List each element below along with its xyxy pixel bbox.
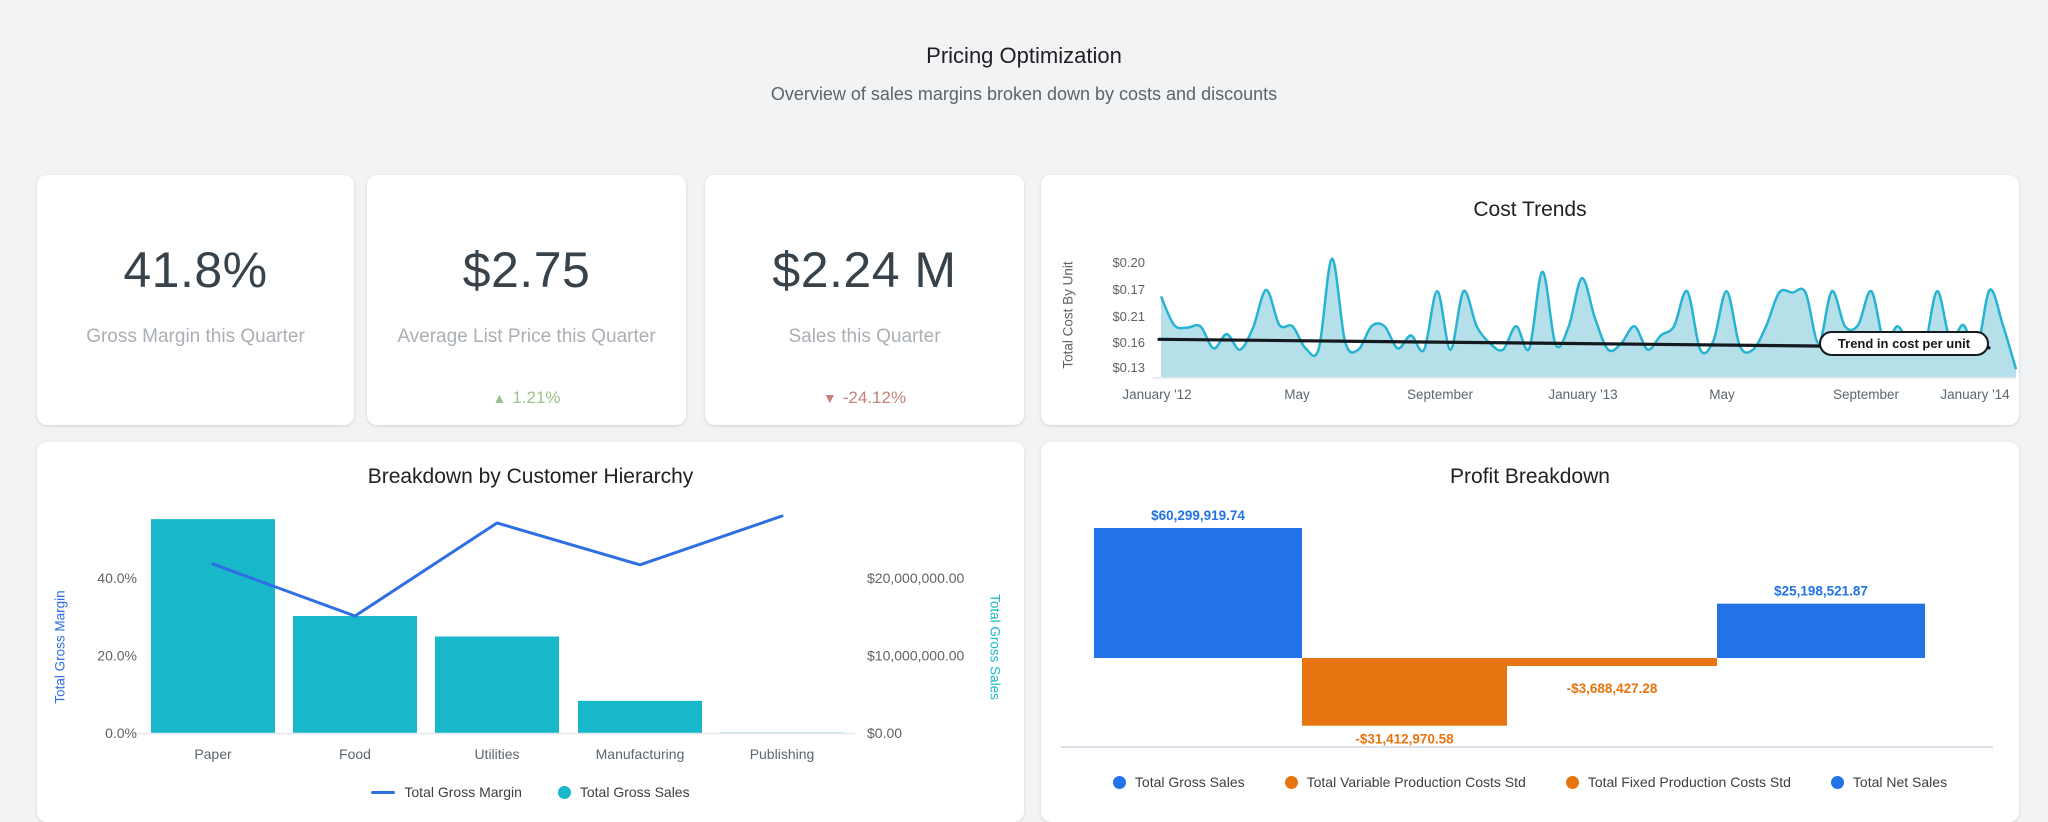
x-tick-label: May <box>1284 387 1310 402</box>
legend-item-total-gross-sales[interactable]: Total Gross Sales <box>1112 774 1245 790</box>
y-tick-label: $0.17 <box>1112 282 1145 297</box>
kpi-card-average-list-price: $2.75 Average List Price this Quarter ▲ 1… <box>367 175 686 425</box>
legend-label: Total Net Sales <box>1852 774 1948 790</box>
legend-item-total-gross-sales[interactable]: Total Gross Sales <box>557 784 690 800</box>
bar-total-gross-sales[interactable] <box>1094 528 1302 658</box>
category-label: Publishing <box>750 746 815 762</box>
legend-label: Total Variable Production Costs Std <box>1306 774 1526 790</box>
gross-margin-line[interactable] <box>211 514 784 618</box>
delta-up-icon: ▲ <box>492 390 507 406</box>
dot-swatch-icon <box>1284 775 1298 789</box>
kpi-value: $2.75 <box>462 242 591 298</box>
y-tick-label: $0.20 <box>1112 255 1145 270</box>
category-label: Food <box>339 746 371 762</box>
right-tick-label: $0.00 <box>867 725 902 741</box>
legend-item-total-fixed-production-costs[interactable]: Total Fixed Production Costs Std <box>1565 774 1791 790</box>
x-tick-label: January '12 <box>1122 387 1191 402</box>
bar-total-net-sales[interactable] <box>1717 603 1925 658</box>
profit-breakdown-chart[interactable]: $60,299,919.74 -$31,412,970.58 -$3,688,427… <box>1041 442 2019 822</box>
cost-area[interactable] <box>1161 258 2016 377</box>
y-tick-label: $0.13 <box>1112 360 1145 375</box>
bar-manufacturing[interactable] <box>578 700 702 733</box>
y-tick-label: $0.16 <box>1112 335 1145 350</box>
chart-title: Cost Trends <box>1473 198 1587 221</box>
right-tick-label: $10,000,000.00 <box>867 648 965 664</box>
legend-label: Total Gross Margin <box>404 784 522 800</box>
cost-series-line[interactable] <box>1159 257 2018 370</box>
bar-total-fixed-production-costs-std[interactable] <box>1507 658 1717 666</box>
bar-value-label: $60,299,919.74 <box>1151 508 1245 523</box>
legend-label: Total Gross Sales <box>579 784 690 800</box>
category-label: Manufacturing <box>596 746 685 762</box>
left-tick-label: 40.0% <box>97 570 137 586</box>
page-subtitle: Overview of sales margins broken down by… <box>770 84 1278 104</box>
breakdown-legend: Total Gross Margin Total Gross Sales <box>37 784 1024 800</box>
x-tick-label: May <box>1709 387 1735 402</box>
x-tick-label: September <box>1407 387 1474 402</box>
profit-breakdown-card: Profit Breakdown $60,299,919.74 -$31,412,… <box>1041 442 2019 822</box>
x-tick-label: January '13 <box>1548 387 1617 402</box>
kpi-label: Gross Margin this Quarter <box>86 326 305 347</box>
page-header: Pricing Optimization Overview of sales m… <box>0 44 2048 105</box>
x-tick-label: September <box>1833 387 1900 402</box>
bar-paper[interactable] <box>151 519 275 733</box>
cost-trends-card: Cost Trends Total Cost By Unit $0.20 $0.1… <box>1041 175 2019 425</box>
bar-value-label: -$31,412,970.58 <box>1355 732 1454 747</box>
dot-swatch-icon <box>557 785 571 799</box>
bar-value-label: -$3,688,427.28 <box>1567 681 1658 696</box>
left-tick-label: 0.0% <box>105 725 137 741</box>
chart-title: Breakdown by Customer Hierarchy <box>367 465 694 488</box>
kpi-card-gross-margin: 41.8% Gross Margin this Quarter <box>37 175 354 425</box>
delta-down-icon: ▼ <box>822 390 837 406</box>
bar-value-label: $25,198,521.87 <box>1774 584 1868 599</box>
trend-annotation <box>1819 331 1989 356</box>
trend-annotation-label: Trend in cost per unit <box>1838 336 1971 351</box>
page-title: Pricing Optimization <box>926 43 1122 68</box>
category-label: Utilities <box>474 746 519 762</box>
category-label: Paper <box>194 746 232 762</box>
dot-swatch-icon <box>1565 775 1579 789</box>
kpi-delta-value: -24.12% <box>842 388 907 407</box>
breakdown-chart[interactable]: 0.0% 20.0% 40.0% $0.00 $10,000,000.00 $20,000… <box>37 442 1024 822</box>
kpi-delta-value: 1.21% <box>512 388 561 407</box>
legend-item-total-net-sales[interactable]: Total Net Sales <box>1830 774 1948 790</box>
legend-label: Total Fixed Production Costs Std <box>1587 774 1791 790</box>
dot-swatch-icon <box>1112 775 1126 789</box>
kpi-value: $2.24 M <box>772 242 957 298</box>
left-tick-label: 20.0% <box>97 648 137 664</box>
right-tick-label: $20,000,000.00 <box>867 570 965 586</box>
y-tick-label: $0.21 <box>1112 309 1145 324</box>
bar-food[interactable] <box>293 615 417 733</box>
line-swatch-icon <box>371 790 396 794</box>
profit-legend: Total Gross Sales Total Variable Product… <box>1041 774 2019 790</box>
kpi-card-sales: $2.24 M Sales this Quarter ▼ -24.12% <box>705 175 1024 425</box>
legend-item-total-gross-margin[interactable]: Total Gross Margin <box>371 784 522 800</box>
kpi-delta: ▲ 1.21% <box>367 388 686 408</box>
x-tick-label: January '14 <box>1940 387 2010 402</box>
bar-utilities[interactable] <box>435 636 559 733</box>
chart-title: Profit Breakdown <box>1450 465 1610 488</box>
breakdown-card: Breakdown by Customer Hierarchy Total Gr… <box>37 442 1024 822</box>
dot-swatch-icon <box>1830 775 1844 789</box>
bar-total-variable-production-costs-std[interactable] <box>1302 658 1507 726</box>
kpi-value: 41.8% <box>123 242 268 298</box>
kpi-label: Average List Price this Quarter <box>397 326 656 347</box>
cost-trends-chart[interactable]: $0.20 $0.17 $0.21 $0.16 $0.13 January '12 May S… <box>1041 175 2019 425</box>
kpi-label: Sales this Quarter <box>788 326 941 347</box>
kpi-delta: ▼ -24.12% <box>705 388 1024 408</box>
legend-label: Total Gross Sales <box>1134 774 1245 790</box>
legend-item-total-variable-production-costs[interactable]: Total Variable Production Costs Std <box>1284 774 1526 790</box>
